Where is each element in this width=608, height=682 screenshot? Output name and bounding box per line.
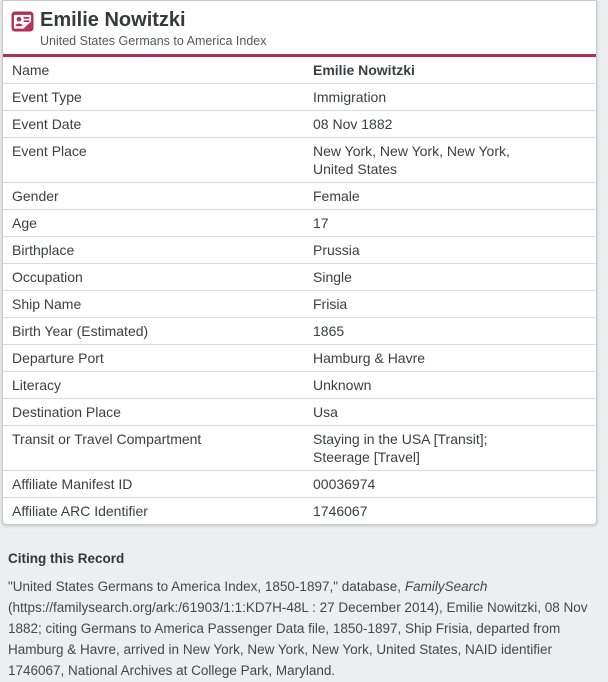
table-row: Age 17 <box>3 209 596 237</box>
table-row: Literacy Unknown <box>3 371 596 399</box>
record-field-value: Emilie Nowitzki <box>313 62 415 78</box>
record-field-value: Immigration <box>313 83 596 111</box>
table-row: Destination Place Usa <box>3 398 596 426</box>
record-field-label: Occupation <box>3 263 313 291</box>
record-field-label: Event Type <box>3 83 313 111</box>
citation-text-before: "United States Germans to America Index,… <box>8 579 405 594</box>
record-field-value: New York, New York, New York, United Sta… <box>313 137 596 183</box>
record-field-label: Literacy <box>3 371 313 399</box>
record-field-value: Hamburg & Havre <box>313 344 596 372</box>
record-field-value: Frisia <box>313 290 596 318</box>
record-field-label: Event Place <box>3 137 313 183</box>
record-field-value: 00036974 <box>313 470 596 498</box>
citation-text-after: (https://familysearch.org/ark:/61903/1:1… <box>8 600 588 678</box>
table-row: Departure Port Hamburg & Havre <box>3 344 596 372</box>
record-field-label: Destination Place <box>3 398 313 426</box>
header-text: Emilie Nowitzki United States Germans to… <box>40 8 267 49</box>
table-row: Event Place New York, New York, New York… <box>3 137 596 183</box>
record-field-value: Prussia <box>313 236 596 264</box>
table-row: Transit or Travel Compartment Staying in… <box>3 425 596 471</box>
record-field-label: Transit or Travel Compartment <box>3 425 313 471</box>
record-field-label: Affiliate ARC Identifier <box>3 497 313 524</box>
record-field-label: Gender <box>3 182 313 210</box>
record-field-value: 1746067 <box>313 497 596 524</box>
record-field-label: Birth Year (Estimated) <box>3 317 313 345</box>
citation-source-name: FamilySearch <box>404 579 488 594</box>
record-field-value: Usa <box>313 398 596 426</box>
table-row: Affiliate Manifest ID 00036974 <box>3 470 596 498</box>
table-row: Event Type Immigration <box>3 83 596 111</box>
citation-text: "United States Germans to America Index,… <box>8 576 598 681</box>
record-field-value: 17 <box>313 209 596 237</box>
table-row: Birthplace Prussia <box>3 236 596 264</box>
record-field-value: 08 Nov 1882 <box>313 110 596 138</box>
record-table: Name Emilie Nowitzki Event Type Immigrat… <box>3 57 596 524</box>
id-card-icon <box>11 11 34 32</box>
record-field-label: Age <box>3 209 313 237</box>
record-card: Emilie Nowitzki United States Germans to… <box>2 0 597 525</box>
table-row: Event Date 08 Nov 1882 <box>3 110 596 138</box>
page-title: Emilie Nowitzki <box>40 9 186 31</box>
citing-section: Citing this Record "United States German… <box>8 551 598 681</box>
collection-subtitle: United States Germans to America Index <box>40 34 267 48</box>
record-field-value: 1865 <box>313 317 596 345</box>
record-field-value: Unknown <box>313 371 596 399</box>
record-field-label: Affiliate Manifest ID <box>3 470 313 498</box>
table-row: Occupation Single <box>3 263 596 291</box>
record-field-value: Female <box>313 182 596 210</box>
record-field-label: Departure Port <box>3 344 313 372</box>
record-field-value: Single <box>313 263 596 291</box>
record-field-label: Name <box>12 62 50 78</box>
record-field-value: Staying in the USA [Transit]; Steerage [… <box>313 425 596 471</box>
table-row: Affiliate ARC Identifier 1746067 <box>3 497 596 524</box>
table-row: Name Emilie Nowitzki <box>3 57 596 84</box>
record-field-label: Event Date <box>3 110 313 138</box>
citing-heading: Citing this Record <box>8 551 125 566</box>
header-divider <box>3 54 596 57</box>
table-row: Birth Year (Estimated) 1865 <box>3 317 596 345</box>
record-field-label: Ship Name <box>3 290 313 318</box>
record-header: Emilie Nowitzki United States Germans to… <box>3 1 596 54</box>
table-row: Ship Name Frisia <box>3 290 596 318</box>
table-row: Gender Female <box>3 182 596 210</box>
record-field-label: Birthplace <box>3 236 313 264</box>
